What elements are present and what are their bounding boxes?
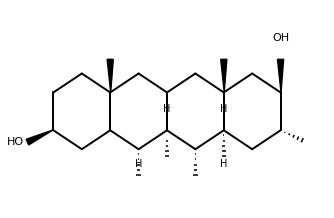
Text: H: H: [220, 104, 227, 114]
Polygon shape: [26, 130, 53, 145]
Text: H: H: [163, 104, 171, 114]
Text: HO: HO: [7, 137, 24, 147]
Polygon shape: [221, 59, 227, 92]
Polygon shape: [278, 59, 284, 92]
Text: OH: OH: [272, 33, 289, 43]
Text: H: H: [220, 159, 227, 169]
Polygon shape: [107, 59, 113, 92]
Text: H: H: [135, 159, 142, 169]
